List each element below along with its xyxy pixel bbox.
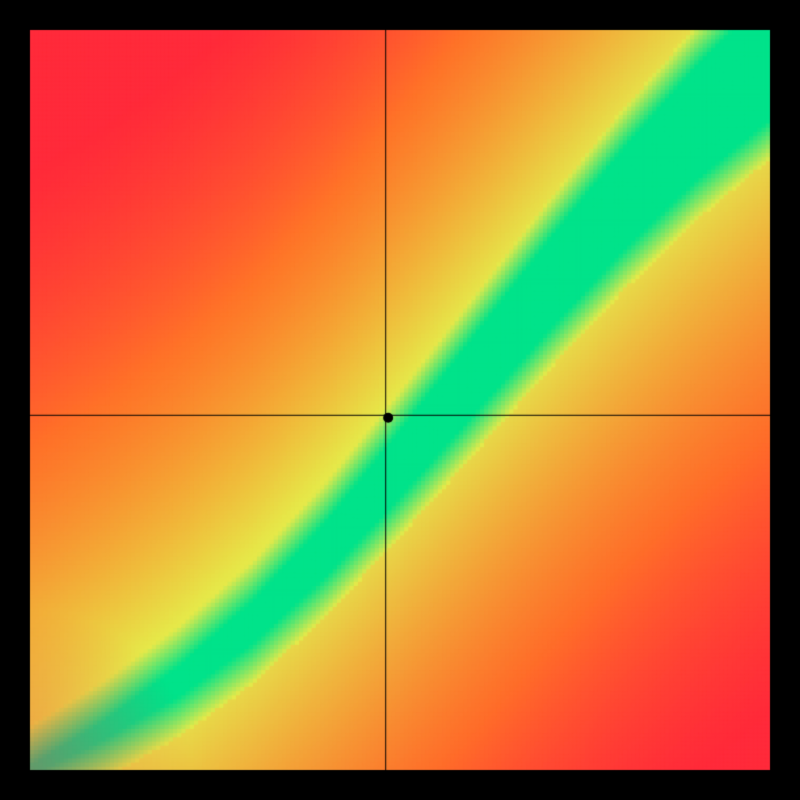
bottleneck-heatmap (0, 0, 800, 800)
